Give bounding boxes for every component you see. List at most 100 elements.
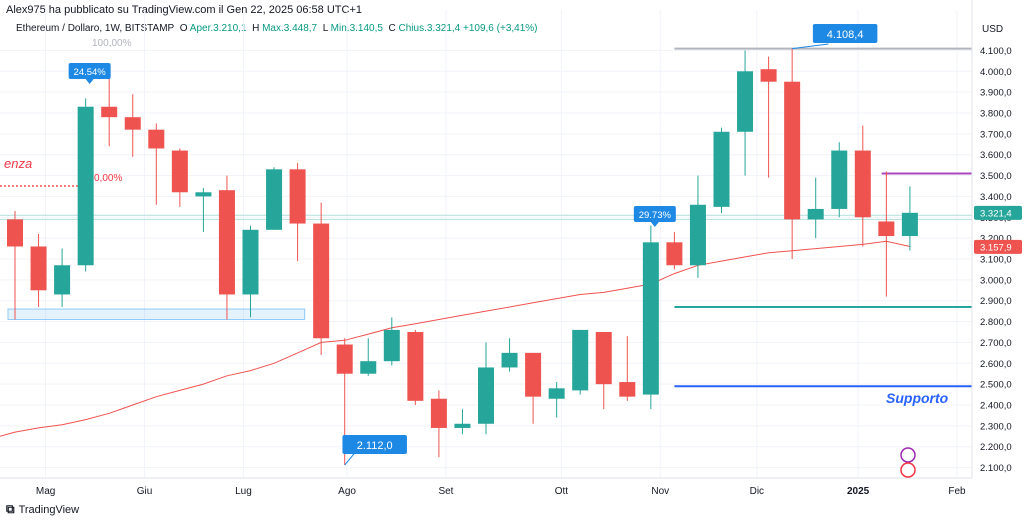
footer-logo-text: TradingView: [18, 503, 80, 516]
x-tick-label: Feb: [948, 486, 966, 497]
x-tick-label: 2025: [847, 486, 870, 497]
low-value: Min.3.140,5: [330, 23, 383, 34]
peak-callout-pointer: [792, 43, 829, 50]
candle-body: [666, 242, 683, 266]
flag-icon: [900, 462, 916, 478]
x-tick-label: Nov: [651, 486, 669, 497]
low-label: L: [322, 23, 328, 34]
currency-label: USD: [982, 24, 1004, 35]
y-tick-label: 2.100,0: [980, 463, 1012, 474]
candle-body: [689, 204, 706, 266]
candles: [7, 48, 918, 466]
footer: ⧉ TradingView: [6, 502, 79, 517]
candle-body: [242, 229, 259, 295]
y-tick-label: 3.900,0: [980, 88, 1012, 99]
candle-body: [878, 221, 895, 237]
y-tick-label: 2.200,0: [980, 442, 1012, 453]
candle-body: [619, 382, 636, 397]
candle-body: [595, 332, 612, 385]
candle-body: [548, 388, 565, 399]
low-price-callout-bg: [342, 435, 407, 454]
candle-body: [336, 344, 353, 374]
candle-body: [642, 242, 659, 395]
candle-body: [572, 329, 589, 391]
pct-callout: 29.73%: [639, 210, 672, 221]
zones: [7, 308, 306, 320]
x-tick-label: Set: [438, 486, 453, 497]
support-text: Supporto: [886, 390, 949, 406]
candle-body: [148, 129, 165, 149]
candle-body: [101, 106, 118, 118]
ma-price-label-bg: [974, 239, 1022, 254]
x-tick-label: Ott: [555, 486, 569, 497]
pct-callout: 24.54%: [74, 67, 107, 78]
y-tick-label: 2.400,0: [980, 401, 1012, 412]
y-tick-label: 3.800,0: [980, 109, 1012, 120]
candle-body: [737, 71, 754, 132]
candle-body: [831, 150, 848, 209]
x-tick-label: Giu: [137, 486, 153, 497]
low-callout-pointer: [344, 452, 356, 466]
x-tick-label: Mag: [36, 486, 55, 497]
lightning-icon: [900, 447, 916, 463]
candle-body: [784, 81, 801, 220]
current-price-label: 3.321,4: [980, 208, 1012, 219]
pct-callout-bg: [633, 206, 676, 222]
y-tick-label: 3.000,0: [980, 275, 1012, 286]
y-tick-label: 2.500,0: [980, 380, 1012, 391]
candle-body: [289, 169, 306, 224]
current-price-label-bg: [974, 205, 1022, 220]
x-tick-label: Ago: [338, 486, 356, 497]
high-label: H: [252, 23, 260, 34]
y-tick-label: 3.700,0: [980, 129, 1012, 140]
price-labels: 3.321,4 3.157,9 4.108,4 2.112,0 24.54% 29.73%: [68, 24, 1022, 478]
fib-100-label: 100,00%: [92, 38, 132, 49]
y-tick-label: 2.900,0: [980, 296, 1012, 307]
close-value: Chius.3.321,4 +109,6 (+3,41%): [398, 23, 538, 34]
support-zone: [7, 308, 306, 320]
high-value: Max.3.448,7: [262, 23, 318, 34]
candle-body: [478, 367, 494, 424]
candle-body: [807, 208, 824, 220]
candle-body: [454, 423, 471, 428]
moving-average: [0, 240, 911, 437]
candle-body: [854, 150, 871, 218]
low-price-callout: 2.112,0: [357, 440, 393, 452]
y-tick-label: 3.100,0: [980, 255, 1012, 266]
candle-body: [77, 106, 94, 266]
pct-callout-bg: [68, 63, 111, 79]
y-tick-label: 2.800,0: [980, 317, 1012, 328]
candle-body: [7, 219, 23, 247]
candle-body: [313, 223, 330, 339]
y-tick-label: 2.300,0: [980, 421, 1012, 432]
x-tick-label: Lug: [235, 486, 252, 497]
open-label: O: [179, 23, 188, 34]
candle-body: [171, 150, 188, 193]
close-label: C: [388, 23, 396, 34]
publisher-line: Alex975 ha pubblicato su TradingView.com…: [6, 4, 362, 16]
peak-price-callout: 4.108,4: [827, 29, 864, 41]
y-tick-label: 2.700,0: [980, 338, 1012, 349]
candle-body: [430, 398, 447, 428]
grid: [0, 10, 972, 478]
x-axis: Mag Giu Lug Ago Set Ott Nov Dic 2025 Feb: [0, 477, 972, 497]
candle-body: [195, 192, 212, 197]
ma-price-label: 3.157,9: [980, 242, 1012, 253]
x-tick-label: Dic: [750, 486, 764, 497]
pct-callout-arrow: [85, 79, 94, 84]
y-tick-label: 3.200,0: [980, 234, 1012, 245]
candle-body: [713, 131, 730, 207]
y-tick-label: 2.600,0: [980, 359, 1012, 370]
open-value: Aper.3.210,1: [189, 23, 247, 34]
candle-body: [54, 265, 71, 295]
candle-body: [383, 329, 400, 362]
candle-body: [760, 69, 777, 82]
y-tick-label: 3.400,0: [980, 192, 1012, 203]
candle-body: [407, 332, 424, 401]
tradingview-logo-icon: ⧉: [6, 502, 15, 516]
symbol-name[interactable]: Ethereum / Dollaro, 1W, BITSTAMP: [16, 23, 175, 34]
candle-body: [901, 212, 918, 237]
candle-body: [124, 117, 141, 130]
ma-line: [0, 240, 911, 437]
